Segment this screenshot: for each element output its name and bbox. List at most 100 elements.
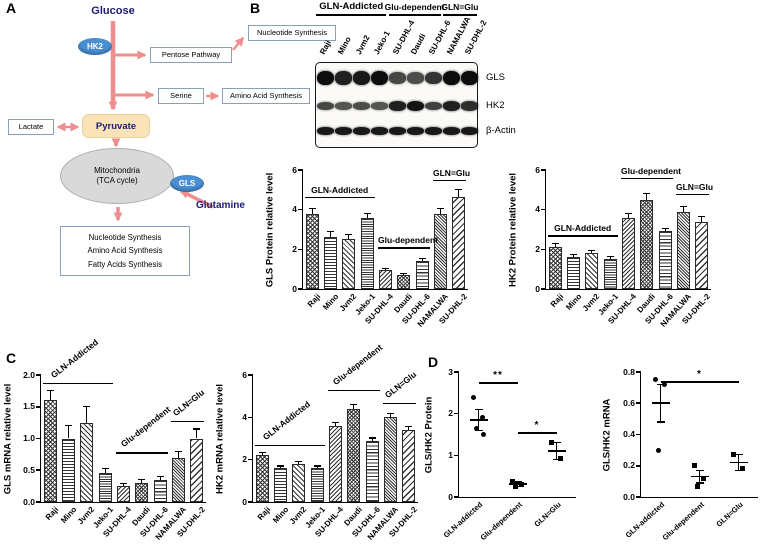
bar	[397, 275, 411, 289]
y-axis-label: GLS Protein relative level	[264, 172, 276, 287]
blot-group-line	[316, 14, 387, 16]
error-cap	[551, 242, 559, 244]
error-bar	[421, 258, 423, 262]
error-cap	[405, 426, 413, 428]
y-tick-label: 4	[292, 204, 297, 215]
error-cap	[350, 404, 358, 406]
y-tick-label: 0	[535, 283, 540, 294]
blot-band	[334, 102, 352, 110]
blot-band	[407, 100, 425, 112]
y-tick-label: 0	[292, 283, 297, 294]
y-tick	[248, 416, 253, 419]
significance-label: *	[534, 420, 540, 432]
blot-band	[443, 127, 461, 135]
blot-band	[407, 127, 425, 135]
gls-protein-bar-chart: 0 2 4 6 GLS Protein relative level Raji Mino Jv…	[265, 165, 471, 329]
error-cap	[474, 429, 483, 431]
group-line	[378, 247, 430, 249]
error-bar	[196, 428, 198, 439]
blot-band	[370, 127, 388, 135]
blot-group-line	[388, 14, 441, 16]
error-bar	[141, 479, 143, 483]
bar	[310, 468, 324, 502]
error-cap	[313, 465, 321, 467]
error-cap	[656, 421, 665, 423]
blot-band	[352, 71, 370, 85]
bar	[292, 463, 306, 502]
error-bar	[591, 250, 593, 254]
data-point	[480, 415, 485, 421]
error-bar	[261, 452, 263, 456]
blot-band	[461, 70, 479, 86]
error-bar	[329, 231, 332, 238]
bar	[135, 482, 149, 502]
error-bar	[646, 193, 648, 200]
error-bar	[334, 422, 337, 426]
error-cap	[661, 227, 669, 230]
significance-label: *	[697, 369, 702, 381]
error-cap	[513, 481, 522, 483]
blot-band	[316, 101, 334, 111]
error-cap	[332, 422, 339, 424]
blot-lane-label: Jeko-1	[372, 29, 393, 56]
data-point	[662, 382, 667, 387]
error-cap	[695, 482, 704, 484]
bar	[415, 261, 429, 289]
bar	[585, 253, 599, 289]
y-tick	[36, 469, 41, 472]
y-tick-label: 0.2	[623, 460, 635, 471]
blot-band	[425, 127, 443, 135]
bar	[548, 247, 562, 289]
group-label: Glu-dependent	[621, 165, 681, 176]
y-tick-label: 6	[242, 369, 247, 380]
group-label: GLN=Glu	[433, 167, 471, 178]
bar	[329, 425, 342, 502]
y-tick-label: 0.0	[23, 496, 35, 507]
data-point	[510, 478, 515, 484]
y-tick	[454, 412, 459, 415]
x-tick-label: GLN-addicted	[623, 500, 667, 540]
data-point	[692, 463, 697, 469]
x-tick-label: Glu-dependent	[660, 500, 706, 543]
error-bar	[311, 208, 313, 214]
y-tick-label: 0.0	[623, 491, 635, 502]
y-tick-label: 2	[292, 243, 297, 254]
error-cap	[570, 253, 577, 255]
y-tick-label: 0.5	[23, 464, 35, 475]
mitochondria-node: Mitochondria (TCA cycle)	[60, 148, 174, 204]
blot-band	[407, 72, 425, 84]
y-tick	[636, 464, 641, 467]
arrow-pentose-to-nucleotide	[232, 36, 244, 51]
y-tick	[248, 458, 253, 461]
group-line	[116, 452, 168, 454]
error-cap	[418, 257, 426, 259]
group-line	[328, 389, 380, 392]
panel-b-label: B	[250, 0, 261, 16]
glutamine-node: Glutamine	[196, 200, 245, 211]
error-bar	[316, 466, 318, 469]
error-cap	[695, 469, 704, 472]
error-cap	[101, 467, 109, 469]
error-cap	[455, 189, 463, 191]
group-line	[621, 177, 673, 180]
y-tick	[541, 208, 546, 211]
group-line	[254, 444, 325, 447]
blot-band	[425, 71, 443, 85]
glucose-node: Glucose	[91, 5, 135, 17]
blot-group-label: GLN-Addicted	[319, 1, 384, 12]
y-tick-label: 2	[535, 243, 540, 254]
y-tick-label: 2	[242, 454, 247, 465]
significance-line	[478, 382, 518, 384]
group-label: Glu-dependent	[119, 404, 173, 450]
y-tick-label: 2	[448, 408, 453, 419]
error-cap	[175, 450, 182, 452]
panel-d-label: D	[428, 354, 439, 370]
data-point	[701, 475, 706, 481]
error-cap	[46, 390, 54, 392]
blot-band	[316, 127, 334, 135]
y-tick-label: 3	[448, 366, 453, 377]
y-tick	[636, 496, 641, 498]
y-tick	[541, 248, 546, 251]
error-cap	[606, 255, 614, 257]
